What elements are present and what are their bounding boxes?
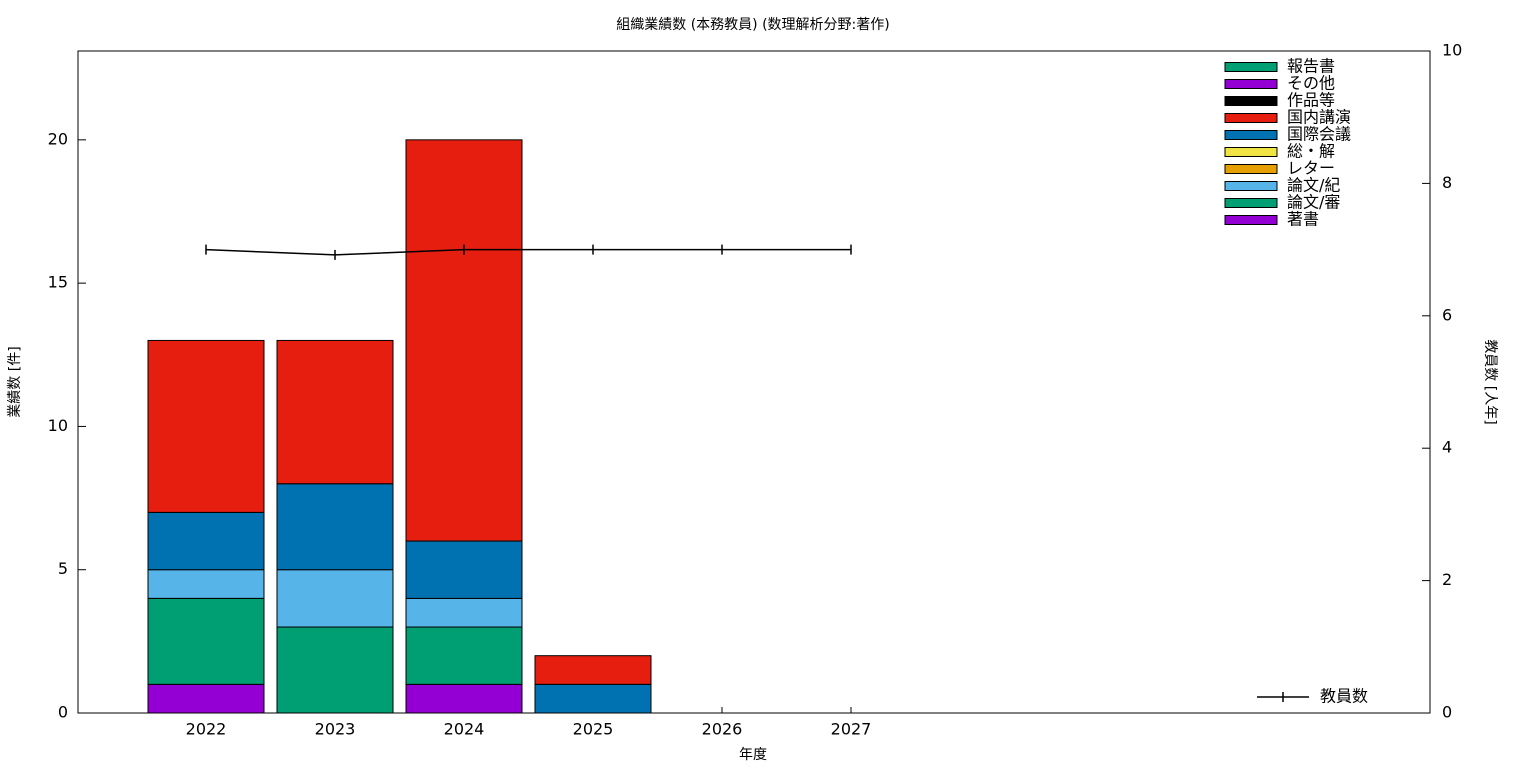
x-tick-label: 2026 — [702, 720, 743, 739]
x-axis-label: 年度 — [739, 747, 767, 763]
legend-label: レター — [1287, 159, 1335, 178]
legend-label: 著書 — [1287, 210, 1319, 229]
legend-swatch — [1224, 113, 1278, 123]
legend-swatch — [1224, 198, 1278, 208]
y-tick-label: 0 — [58, 703, 68, 722]
bar-segment — [147, 683, 265, 714]
line-series — [205, 248, 851, 256]
legend-swatch — [1224, 62, 1278, 72]
bar-segment — [276, 339, 394, 485]
bar-segment — [276, 626, 394, 714]
bar-segment — [147, 339, 265, 513]
x-tick-label: 2023 — [315, 720, 356, 739]
legend-swatch — [1224, 147, 1278, 157]
legend-label: その他 — [1287, 74, 1335, 93]
legend-swatch — [1224, 96, 1278, 106]
x-tick-label: 2025 — [573, 720, 614, 739]
legend-swatch — [1224, 181, 1278, 191]
bar-segment — [405, 626, 523, 685]
bar-segment — [147, 569, 265, 599]
bar-segment — [405, 139, 523, 542]
chart-title: 組織業績数 (本務教員) (数理解析分野:著作) — [616, 17, 889, 33]
bar-segment — [534, 655, 652, 685]
legend-label: 論文/紀 — [1287, 176, 1340, 195]
legend-label: 総・解 — [1287, 142, 1335, 161]
y-tick-label: 10 — [48, 416, 68, 435]
y2-axis-label: 教員数 [人年] — [1482, 339, 1498, 424]
y-tick-label: 5 — [58, 559, 68, 578]
y-axis-label: 業績数 [件] — [7, 346, 23, 417]
legend-label: 報告書 — [1287, 57, 1335, 76]
legend-swatch — [1224, 215, 1278, 225]
bar-segment — [276, 569, 394, 628]
bar-segment — [147, 597, 265, 685]
bar-segment — [405, 597, 523, 628]
y2-tick-label: 6 — [1442, 305, 1452, 324]
legend-swatch — [1224, 164, 1278, 174]
x-tick-label: 2024 — [444, 720, 485, 739]
y2-tick-label: 4 — [1442, 438, 1452, 457]
plot-frame — [77, 50, 1431, 714]
bar-segment — [405, 540, 523, 599]
x-tick-label: 2022 — [186, 720, 227, 739]
bar-segment — [147, 511, 265, 571]
y2-tick-label: 10 — [1442, 41, 1462, 60]
legend-swatch — [1224, 130, 1278, 140]
x-tick-label: 2027 — [831, 720, 872, 739]
y-tick-label: 15 — [48, 273, 68, 292]
legend-label: 作品等 — [1287, 91, 1335, 110]
legend-label: 論文/審 — [1287, 193, 1340, 212]
bar-segment — [534, 683, 652, 714]
y2-tick-label: 8 — [1442, 173, 1452, 192]
legend-label: 国際会議 — [1287, 125, 1351, 144]
y2-tick-label: 2 — [1442, 570, 1452, 589]
bar-segment — [276, 483, 394, 571]
legend-label: 国内講演 — [1287, 108, 1351, 127]
bar-segment — [405, 683, 523, 714]
y2-tick-label: 0 — [1442, 703, 1452, 722]
y-tick-label: 20 — [48, 129, 68, 148]
legend-label: 教員数 — [1320, 687, 1368, 706]
legend-swatch — [1224, 79, 1278, 89]
